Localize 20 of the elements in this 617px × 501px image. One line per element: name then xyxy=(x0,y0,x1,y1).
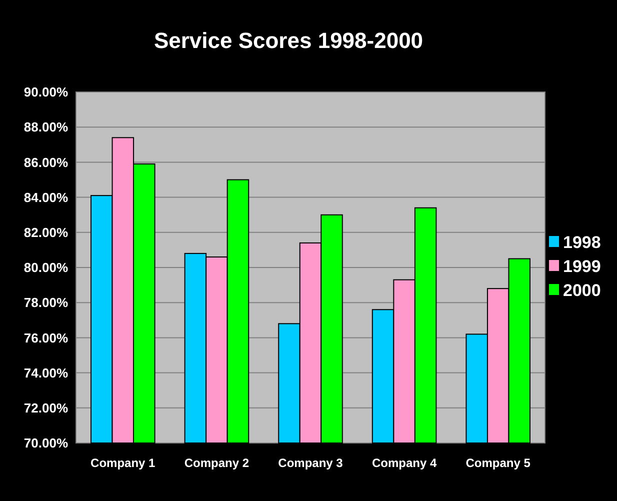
x-tick-label: Company 5 xyxy=(466,456,531,470)
legend-label: 2000 xyxy=(563,281,601,300)
y-tick-label: 80.00% xyxy=(24,260,68,276)
x-tick-label: Company 2 xyxy=(184,456,250,470)
chart-title: Service Scores 1998-2000 xyxy=(154,28,424,53)
y-tick-label: 88.00% xyxy=(24,120,68,135)
y-tick-label: 76.00% xyxy=(24,330,68,346)
y-tick-label: 82.00% xyxy=(24,224,68,240)
x-tick-label: Company 4 xyxy=(372,456,437,470)
y-tick-label: 84.00% xyxy=(24,190,68,205)
y-tick-label: 74.00% xyxy=(24,365,68,380)
legend-label: 1999 xyxy=(563,257,601,276)
y-tick-label: 86.00% xyxy=(24,154,68,170)
legend-label: 1998 xyxy=(563,233,601,252)
y-tick-label: 70.00% xyxy=(24,436,68,451)
x-tick-label: Company 3 xyxy=(278,456,344,470)
y-tick-label: 90.00% xyxy=(24,84,68,100)
y-tick-label: 78.00% xyxy=(24,295,68,310)
y-tick-label: 72.00% xyxy=(24,400,68,416)
x-tick-label: Company 1 xyxy=(90,456,156,470)
